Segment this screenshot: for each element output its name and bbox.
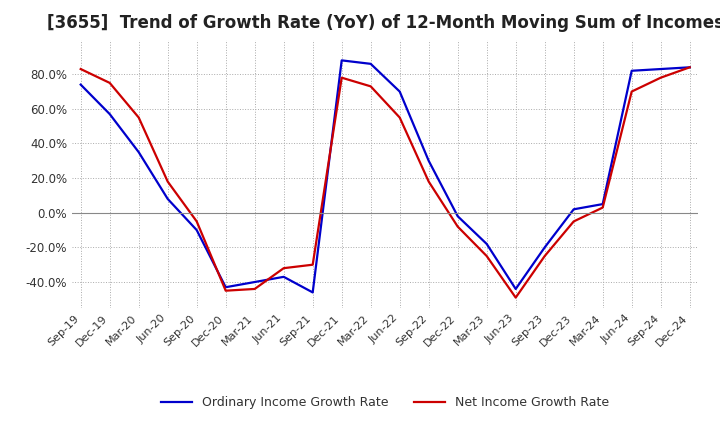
Ordinary Income Growth Rate [135, 150, 143, 155]
Ordinary Income Growth Rate [163, 196, 172, 202]
Ordinary Income Growth Rate [511, 286, 520, 292]
Ordinary Income Growth Rate [627, 68, 636, 73]
Net Income Growth Rate [424, 179, 433, 184]
Legend: Ordinary Income Growth Rate, Net Income Growth Rate: Ordinary Income Growth Rate, Net Income … [156, 392, 614, 414]
Net Income Growth Rate [105, 80, 114, 85]
Ordinary Income Growth Rate [424, 158, 433, 163]
Ordinary Income Growth Rate [482, 241, 491, 246]
Net Income Growth Rate [135, 115, 143, 120]
Title: [3655]  Trend of Growth Rate (YoY) of 12-Month Moving Sum of Incomes: [3655] Trend of Growth Rate (YoY) of 12-… [47, 15, 720, 33]
Ordinary Income Growth Rate [279, 274, 288, 279]
Net Income Growth Rate [366, 84, 375, 89]
Ordinary Income Growth Rate [598, 202, 607, 207]
Ordinary Income Growth Rate [76, 82, 85, 87]
Net Income Growth Rate [76, 66, 85, 72]
Net Income Growth Rate [482, 253, 491, 259]
Ordinary Income Growth Rate [685, 65, 694, 70]
Ordinary Income Growth Rate [454, 213, 462, 219]
Net Income Growth Rate [454, 224, 462, 229]
Ordinary Income Growth Rate [308, 290, 317, 295]
Ordinary Income Growth Rate [541, 245, 549, 250]
Net Income Growth Rate [395, 115, 404, 120]
Net Income Growth Rate [627, 89, 636, 94]
Net Income Growth Rate [221, 288, 230, 293]
Net Income Growth Rate [251, 286, 259, 292]
Ordinary Income Growth Rate [657, 66, 665, 72]
Net Income Growth Rate [308, 262, 317, 268]
Net Income Growth Rate [279, 265, 288, 271]
Ordinary Income Growth Rate [338, 58, 346, 63]
Net Income Growth Rate [338, 75, 346, 81]
Net Income Growth Rate [163, 179, 172, 184]
Ordinary Income Growth Rate [251, 279, 259, 285]
Net Income Growth Rate [570, 219, 578, 224]
Net Income Growth Rate [541, 253, 549, 259]
Line: Ordinary Income Growth Rate: Ordinary Income Growth Rate [81, 60, 690, 293]
Ordinary Income Growth Rate [570, 207, 578, 212]
Ordinary Income Growth Rate [395, 89, 404, 94]
Net Income Growth Rate [511, 295, 520, 300]
Ordinary Income Growth Rate [366, 61, 375, 66]
Net Income Growth Rate [685, 65, 694, 70]
Net Income Growth Rate [598, 205, 607, 210]
Ordinary Income Growth Rate [192, 227, 201, 233]
Ordinary Income Growth Rate [221, 285, 230, 290]
Line: Net Income Growth Rate: Net Income Growth Rate [81, 67, 690, 297]
Ordinary Income Growth Rate [105, 111, 114, 117]
Net Income Growth Rate [657, 75, 665, 81]
Net Income Growth Rate [192, 219, 201, 224]
